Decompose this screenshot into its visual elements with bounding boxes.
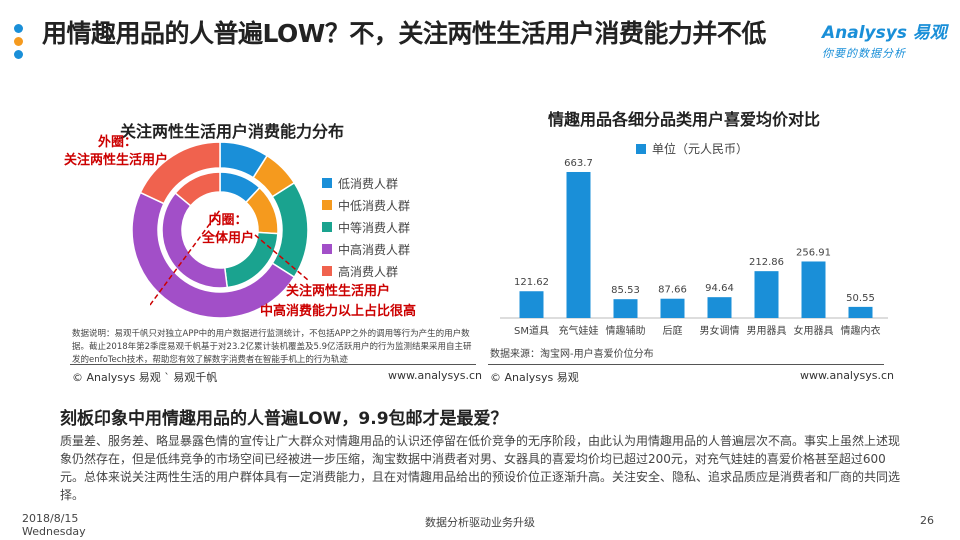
right-panel-divider [488, 364, 884, 365]
left-site-link[interactable]: www.analysys.cn [388, 369, 482, 382]
bar-2 [566, 171, 591, 318]
legend-swatch [322, 178, 332, 188]
bar-8 [848, 306, 873, 318]
legend-label: 高消费人群 [338, 264, 399, 279]
donut-legend-item: 中低消费人群 [322, 194, 410, 216]
bar-chart: 121.62 SM道具 663.7 充气娃娃 85.53 情趣辅助 87.66 后庭 94.64… [500, 158, 888, 337]
bar-category-label: 男女调情 [700, 324, 740, 337]
legend-label: 中高消费人群 [338, 242, 411, 257]
legend-swatch [322, 244, 332, 254]
bar-value-label: 87.66 [658, 285, 687, 296]
bar-value-label: 50.55 [846, 293, 875, 304]
bar-1 [519, 291, 544, 318]
bar-value-label: 212.86 [749, 257, 784, 268]
legend-swatch [322, 266, 332, 276]
legend-label: 中低消费人群 [338, 198, 411, 213]
bar-data-source: 数据来源：淘宝网-用户喜爱价位分布 [490, 349, 654, 360]
bar-value-label: 663.7 [564, 158, 593, 169]
legend-label: 中等消费人群 [338, 220, 411, 235]
bar-category-label: 充气娃娃 [559, 324, 599, 337]
bar-4 [660, 298, 685, 318]
footer-date: 2018/8/15 Wednesday [22, 512, 86, 538]
donut-chart [131, 141, 309, 319]
footer-center-text: 数据分析驱动业务升级 [425, 516, 535, 529]
right-copyright: © Analysys 易观 [490, 371, 579, 384]
bar-chart-title: 情趣用品各细分品类用户喜爱均价对比 [548, 110, 821, 129]
bar-category-label: 男用器具 [747, 325, 787, 337]
summary-body: 质量差、服务差、略显暴露色情的宣传让广大群众对情趣用品的认识还停留在低价竞争的无… [60, 434, 901, 502]
data-note: 数据说明：易观千帆只对独立APP中的用户数据进行监测统计，不包括APP之外的调用… [72, 329, 472, 365]
legend-label: 低消费人群 [338, 176, 399, 191]
outer-slice-4 [131, 191, 296, 319]
legend-swatch [322, 200, 332, 210]
bar-legend-swatch [636, 143, 646, 154]
bar-value-label: 121.62 [514, 277, 549, 288]
bar-6 [754, 271, 779, 318]
logo-slogan: 你要的数据分析 [822, 47, 906, 60]
analysys-logo: Analysys 易观 你要的数据分析 [822, 18, 952, 61]
bar-value-label: 85.53 [611, 285, 640, 296]
bar-legend: 单位（元人民币） [636, 140, 748, 157]
bar-category-label: 情趣内衣 [841, 324, 881, 337]
bar-5 [707, 297, 732, 318]
bar-value-label: 94.64 [705, 283, 734, 294]
bar-category-label: SM道具 [514, 324, 549, 337]
inner-ring-label: 内圈： 全体用户 [201, 213, 254, 246]
donut-chart-title: 关注两性生活用户消费能力分布 [120, 122, 345, 141]
title-bullet-dots [14, 24, 26, 63]
legend-swatch [322, 222, 332, 232]
callout-text: 关注两性生活用户 中高消费能力以上占比很高 [260, 284, 417, 319]
summary-heading: 刻板印象中用情趣用品的人普遍LOW，9.9包邮才是最爱？ [60, 409, 508, 429]
callout-dashed-lines [150, 210, 309, 306]
logo-brand: Analysys 易观 [822, 23, 947, 43]
left-panel-divider [70, 364, 476, 365]
inner-slice-5 [174, 171, 221, 207]
donut-legend: 低消费人群中低消费人群 中等消费人群 中高消费人群 高消费人群 [322, 172, 410, 282]
bar-3 [613, 299, 638, 318]
bar-category-label: 女用器具 [794, 324, 834, 337]
bar-value-label: 256.91 [796, 247, 831, 258]
bar-category-label: 后庭 [663, 324, 683, 337]
page-title: 用情趣用品的人普遍LOW？不，关注两性生活用户消费能力并不低 [42, 19, 766, 48]
outer-ring-label: 外圈： 关注两性生活用户 [64, 135, 169, 168]
donut-legend-item: 中等消费人群 [322, 216, 410, 238]
right-site-link[interactable]: www.analysys.cn [800, 369, 894, 382]
bar-category-label: 情趣辅助 [606, 324, 646, 337]
bar-legend-label: 单位（元人民币） [652, 142, 749, 156]
outer-slice-5 [139, 141, 221, 205]
donut-legend-item: 中高消费人群 [322, 238, 410, 260]
donut-legend-item: 低消费人群 [322, 172, 410, 194]
donut-legend-item: 高消费人群 [322, 260, 410, 282]
page-number: 26 [920, 514, 934, 527]
left-copyright: © Analysys 易观 ` 易观千帆 [72, 371, 218, 384]
bar-7 [801, 261, 826, 318]
